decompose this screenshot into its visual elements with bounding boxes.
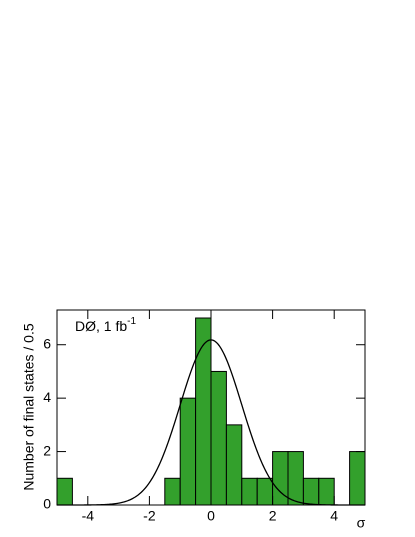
y-tick-label: 6 [43,335,51,351]
bar [210,370,227,506]
bar [349,451,366,506]
bar [179,397,197,506]
bar [287,451,304,506]
x-tick-label: 2 [269,508,277,524]
y-tick-label: 4 [43,389,51,405]
bar [225,424,243,506]
bar [56,477,73,506]
bar [318,477,335,506]
annotation-text: DØ, 1 fb [75,318,127,334]
bar [256,477,274,506]
x-tick-label: -2 [143,508,156,524]
annotation: DØ, 1 fb-1 [75,316,136,334]
y-tick-label: 0 [43,496,51,512]
y-axis-label: Number of final states / 0.5 [21,323,37,491]
x-tick-label: 4 [330,508,338,524]
x-axis-label: σ [357,515,366,531]
bar [302,477,320,506]
annotation-superscript: -1 [127,316,136,327]
bar [241,477,258,506]
y-tick-label: 2 [43,442,51,458]
fit-curve [57,339,365,506]
x-tick-label: -4 [82,508,95,524]
bar [164,477,181,506]
x-tick-label: 0 [207,508,215,524]
